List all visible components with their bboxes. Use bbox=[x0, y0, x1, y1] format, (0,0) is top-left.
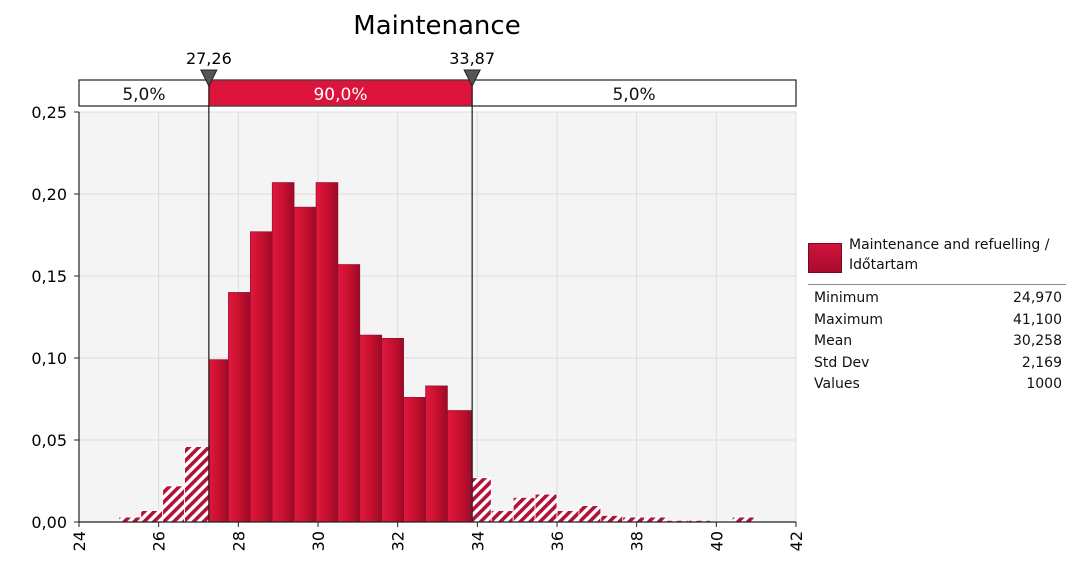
y-tick-label: 0,20 bbox=[31, 185, 67, 204]
stat-row-minimum: Minimum 24,970 bbox=[808, 288, 1066, 310]
histogram-bar bbox=[556, 510, 580, 523]
histogram-bar bbox=[622, 516, 646, 523]
histogram-bar bbox=[315, 182, 339, 523]
stat-label: Maximum bbox=[814, 311, 883, 328]
stat-row-mean: Mean 30,258 bbox=[808, 331, 1066, 353]
stat-value: 41,100 bbox=[1013, 311, 1062, 328]
histogram-bar bbox=[731, 516, 755, 523]
marker-label: 27,26 bbox=[186, 49, 232, 68]
histogram-bar bbox=[490, 510, 514, 523]
stats-table: Minimum 24,970 Maximum 41,100 Mean 30,25… bbox=[808, 288, 1066, 396]
x-tick-label: 40 bbox=[707, 531, 726, 551]
histogram-bar bbox=[512, 496, 536, 523]
stat-label: Values bbox=[814, 376, 860, 392]
histogram-bar bbox=[293, 206, 317, 523]
stat-row-std-dev: Std Dev 2,169 bbox=[808, 353, 1066, 375]
marker-label: 33,87 bbox=[449, 49, 495, 68]
histogram-bar bbox=[425, 385, 448, 523]
stat-label: Minimum bbox=[814, 290, 879, 306]
legend-swatch bbox=[808, 243, 842, 273]
histogram-bar bbox=[228, 292, 251, 523]
percentile-band-label: 5,0% bbox=[612, 85, 655, 105]
chart-title: Maintenance bbox=[353, 11, 520, 41]
y-tick-label: 0,05 bbox=[31, 431, 67, 450]
histogram-bar bbox=[471, 477, 492, 523]
histogram-bar bbox=[140, 510, 164, 523]
marker-triangle bbox=[463, 69, 481, 88]
x-tick-label: 38 bbox=[628, 531, 647, 551]
legend: Maintenance and refuelling / Időtartam M… bbox=[808, 235, 1066, 396]
histogram-bar bbox=[208, 359, 229, 523]
histogram-bar bbox=[162, 485, 185, 523]
histogram-bar bbox=[184, 446, 210, 523]
stat-value: 24,970 bbox=[1013, 290, 1062, 306]
x-tick-label: 24 bbox=[70, 531, 89, 551]
percentile-band-highlight bbox=[208, 80, 473, 106]
histogram-bar bbox=[337, 264, 361, 523]
x-tick-label: 36 bbox=[548, 531, 567, 551]
y-tick-label: 0,25 bbox=[31, 103, 67, 122]
x-tick-label: 28 bbox=[229, 531, 248, 551]
x-tick-label: 32 bbox=[389, 531, 408, 551]
x-tick-label: 34 bbox=[468, 531, 487, 551]
x-tick-label: 30 bbox=[309, 531, 328, 551]
histogram-bar bbox=[118, 516, 142, 523]
stat-label: Std Dev bbox=[814, 354, 870, 371]
histogram-bar bbox=[381, 338, 404, 523]
histogram-bar bbox=[600, 515, 624, 523]
y-tick-label: 0,15 bbox=[31, 267, 67, 286]
histogram-bar bbox=[403, 397, 426, 523]
legend-series-name: Maintenance and refuelling / Időtartam bbox=[849, 237, 1050, 273]
histogram-bar bbox=[249, 231, 273, 523]
stat-row-values: Values 1000 bbox=[808, 374, 1066, 396]
stat-label: Mean bbox=[814, 333, 853, 349]
percentile-band-label: 5,0% bbox=[122, 85, 165, 105]
histogram-bar bbox=[534, 493, 558, 523]
histogram-bar bbox=[447, 410, 473, 523]
y-tick-label: 0,10 bbox=[31, 349, 67, 368]
percentile-band-label: 90,0% bbox=[313, 85, 367, 105]
stat-value: 1000 bbox=[1026, 376, 1062, 392]
y-tick-label: 0,00 bbox=[31, 513, 67, 532]
histogram-bar bbox=[578, 505, 602, 523]
legend-divider bbox=[808, 284, 1066, 285]
x-tick-label: 42 bbox=[787, 531, 806, 551]
legend-entry: Maintenance and refuelling / Időtartam bbox=[808, 235, 1066, 275]
stat-value: 30,258 bbox=[1013, 333, 1062, 349]
x-tick-label: 26 bbox=[150, 531, 169, 551]
marker-triangle bbox=[200, 69, 218, 88]
histogram-bar bbox=[644, 516, 667, 523]
histogram-bar bbox=[359, 334, 383, 523]
histogram-bar bbox=[271, 182, 295, 523]
stat-row-maximum: Maximum 41,100 bbox=[808, 310, 1066, 332]
stat-value: 2,169 bbox=[1021, 354, 1062, 371]
